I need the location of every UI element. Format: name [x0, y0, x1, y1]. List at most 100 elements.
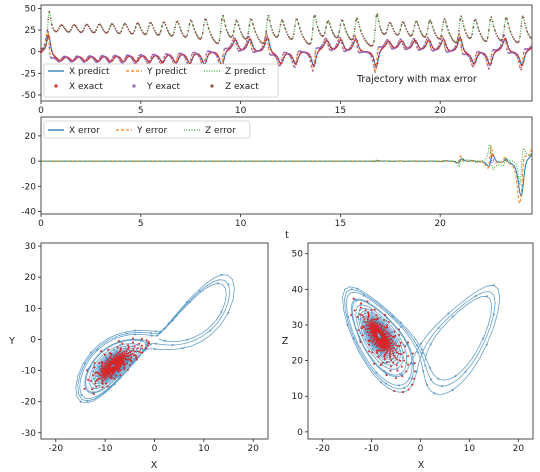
x-exact-point: [471, 59, 474, 62]
x-exact-point: [373, 58, 375, 61]
exact-point: [381, 324, 384, 327]
x-exact-point: [139, 56, 142, 58]
predict-point: [96, 348, 99, 352]
y-exact-point: [190, 53, 193, 56]
z-exact-point: [248, 24, 251, 27]
y-exact-point: [497, 48, 500, 50]
x-exact-point: [381, 47, 384, 50]
exact-point: [391, 349, 394, 352]
exact-point: [93, 362, 96, 365]
x-exact-point: [358, 47, 361, 50]
y-exact-point: [92, 58, 95, 60]
y-exact-point: [204, 59, 206, 62]
exact-point: [383, 349, 386, 352]
z-exact-point: [99, 24, 102, 27]
x-exact-point: [521, 64, 524, 67]
z-exact-point: [325, 26, 327, 29]
y-exact-point: [231, 39, 234, 42]
x-exact-point: [502, 41, 505, 44]
y-exact-point: [522, 51, 525, 54]
y-exact-point: [341, 47, 344, 50]
y-exact-point: [394, 46, 397, 49]
y-exact-point: [400, 39, 403, 41]
y-tick-label: 40: [292, 285, 304, 295]
exact-point: [380, 346, 383, 349]
predict-point: [89, 365, 92, 368]
z-exact-point: [240, 31, 242, 33]
z-exact-point: [88, 25, 90, 28]
z-exact-point: [89, 27, 91, 30]
exact-point: [141, 347, 144, 350]
exact-point: [393, 390, 396, 393]
y-error-line: [41, 145, 533, 204]
exact-point: [87, 378, 90, 381]
exact-point: [115, 374, 118, 377]
exact-point: [352, 297, 355, 300]
predict-point: [420, 348, 423, 351]
y-exact-point: [410, 43, 412, 45]
z-exact-point: [181, 32, 184, 35]
y-exact-point: [280, 59, 283, 61]
z-exact-point: [128, 30, 131, 33]
x-exact-point: [380, 48, 383, 51]
z-exact-point: [68, 30, 71, 33]
exact-point: [367, 315, 370, 318]
x-tick-label: 20: [434, 106, 446, 116]
exact-point: [101, 382, 104, 385]
exact-point: [117, 351, 120, 354]
x-exact-point: [47, 34, 50, 37]
z-exact-point: [513, 38, 515, 41]
exact-point: [367, 340, 370, 343]
exact-point: [375, 323, 378, 326]
z-exact-point: [322, 34, 325, 37]
exact-point: [119, 353, 122, 356]
predict-point: [383, 362, 386, 365]
y-exact-point: [155, 54, 157, 57]
z-exact-point: [202, 24, 205, 26]
exact-point: [119, 369, 122, 372]
predict-point: [359, 318, 362, 321]
exact-point: [128, 358, 131, 361]
z-exact-point: [335, 36, 338, 39]
z-exact-point: [255, 33, 258, 36]
z-exact-point: [217, 42, 220, 44]
predict-point: [397, 338, 400, 341]
z-exact-point: [132, 32, 135, 35]
predict-point: [149, 332, 153, 335]
predict-point: [79, 400, 82, 403]
z-exact-point: [528, 35, 531, 38]
x-exact-point: [328, 43, 331, 46]
z-exact-point: [328, 22, 331, 25]
z-exact-point: [284, 27, 287, 30]
y-exact-point: [347, 48, 350, 51]
x-tick-label: 10: [235, 219, 247, 229]
y-exact-point: [383, 42, 386, 45]
x-exact-point: [460, 39, 463, 41]
x-exact-point: [284, 54, 287, 56]
z-exact-point: [338, 31, 341, 33]
z-exact-point: [71, 26, 74, 29]
z-exact-point: [200, 36, 203, 39]
y-exact-point: [519, 66, 521, 69]
z-exact-point: [49, 17, 52, 20]
z-exact-point: [77, 28, 80, 31]
z-exact-point: [123, 22, 126, 25]
exact-point: [398, 344, 401, 347]
predict-point: [356, 287, 359, 290]
z-exact-point: [231, 34, 234, 37]
z-exact-point: [375, 15, 378, 18]
xz-phase-panel: -20 -10 0 10 20 50 40 30 20 10 0 X Z: [282, 242, 534, 471]
y-exact-point: [104, 57, 107, 59]
x-exact-point: [338, 41, 341, 44]
exact-point: [130, 349, 133, 352]
y-exact-point: [438, 41, 441, 44]
y-exact-point: [182, 54, 185, 57]
predict-point: [150, 334, 154, 337]
z-exact-point: [299, 30, 302, 33]
y-exact-point: [436, 46, 439, 49]
x-exact-point: [315, 56, 318, 58]
z-exact-point: [326, 21, 329, 24]
predict-point: [396, 367, 399, 370]
exact-point: [357, 329, 360, 332]
z-exact-point: [525, 27, 527, 29]
